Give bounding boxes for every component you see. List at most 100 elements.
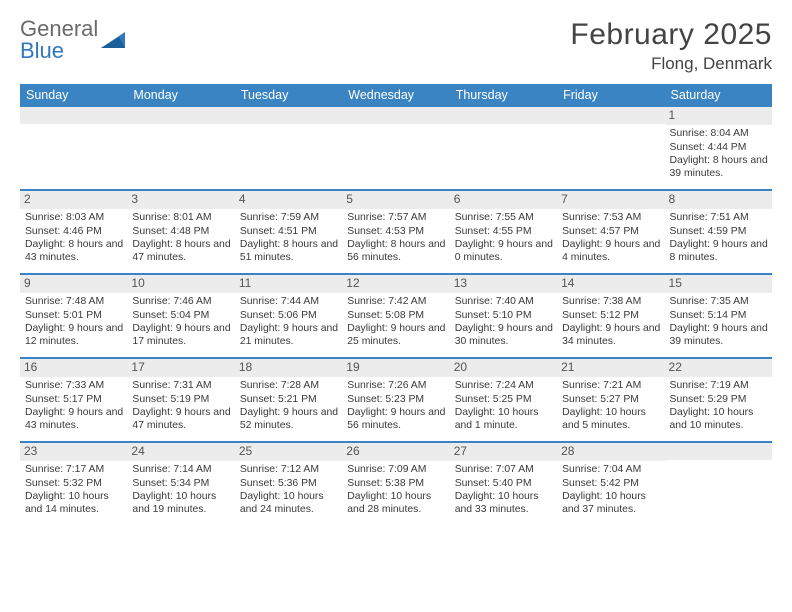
brand-triangle-icon: [101, 30, 127, 50]
daylight-text: Daylight: 9 hours and 39 minutes.: [670, 322, 768, 349]
sunrise-text: Sunrise: 7:26 AM: [347, 379, 445, 392]
daylight-text: Daylight: 10 hours and 33 minutes.: [455, 490, 553, 517]
weekday-header: Thursday: [450, 84, 557, 107]
sunrise-text: Sunrise: 7:19 AM: [670, 379, 768, 392]
day-number: 22: [665, 359, 772, 377]
sunset-text: Sunset: 4:55 PM: [455, 225, 553, 238]
daylight-text: Daylight: 10 hours and 19 minutes.: [132, 490, 230, 517]
day-number: 26: [342, 443, 449, 461]
daylight-text: Daylight: 9 hours and 52 minutes.: [240, 406, 338, 433]
calendar-cell: 11Sunrise: 7:44 AMSunset: 5:06 PMDayligh…: [235, 275, 342, 357]
header: General Blue February 2025 Flong, Denmar…: [20, 18, 772, 74]
sunset-text: Sunset: 5:27 PM: [562, 393, 660, 406]
calendar-cell: 14Sunrise: 7:38 AMSunset: 5:12 PMDayligh…: [557, 275, 664, 357]
calendar-cell: 6Sunrise: 7:55 AMSunset: 4:55 PMDaylight…: [450, 191, 557, 273]
sunrise-text: Sunrise: 7:55 AM: [455, 211, 553, 224]
calendar-cell: 27Sunrise: 7:07 AMSunset: 5:40 PMDayligh…: [450, 443, 557, 525]
calendar-week: 16Sunrise: 7:33 AMSunset: 5:17 PMDayligh…: [20, 357, 772, 441]
sunrise-text: Sunrise: 7:35 AM: [670, 295, 768, 308]
daylight-text: Daylight: 10 hours and 24 minutes.: [240, 490, 338, 517]
sunset-text: Sunset: 4:59 PM: [670, 225, 768, 238]
calendar-cell: 13Sunrise: 7:40 AMSunset: 5:10 PMDayligh…: [450, 275, 557, 357]
calendar-cell-empty: [450, 107, 557, 189]
daylight-text: Daylight: 9 hours and 47 minutes.: [132, 406, 230, 433]
calendar-cell: 7Sunrise: 7:53 AMSunset: 4:57 PMDaylight…: [557, 191, 664, 273]
day-number: 1: [665, 107, 772, 125]
day-number: 7: [557, 191, 664, 209]
sunrise-text: Sunrise: 7:42 AM: [347, 295, 445, 308]
day-number: 17: [127, 359, 234, 377]
calendar-week: 1Sunrise: 8:04 AMSunset: 4:44 PMDaylight…: [20, 107, 772, 189]
day-number: 9: [20, 275, 127, 293]
day-number: 4: [235, 191, 342, 209]
calendar-cell: 20Sunrise: 7:24 AMSunset: 5:25 PMDayligh…: [450, 359, 557, 441]
day-number: [127, 107, 234, 124]
sunset-text: Sunset: 5:38 PM: [347, 477, 445, 490]
sunset-text: Sunset: 4:53 PM: [347, 225, 445, 238]
calendar-cell: 5Sunrise: 7:57 AMSunset: 4:53 PMDaylight…: [342, 191, 449, 273]
calendar-cell: 10Sunrise: 7:46 AMSunset: 5:04 PMDayligh…: [127, 275, 234, 357]
month-title: February 2025: [570, 18, 772, 52]
daylight-text: Daylight: 9 hours and 43 minutes.: [25, 406, 123, 433]
sunset-text: Sunset: 5:01 PM: [25, 309, 123, 322]
day-number: 14: [557, 275, 664, 293]
sunset-text: Sunset: 5:23 PM: [347, 393, 445, 406]
calendar-cell: 8Sunrise: 7:51 AMSunset: 4:59 PMDaylight…: [665, 191, 772, 273]
daylight-text: Daylight: 8 hours and 47 minutes.: [132, 238, 230, 265]
weekday-header-row: Sunday Monday Tuesday Wednesday Thursday…: [20, 84, 772, 107]
day-number: 25: [235, 443, 342, 461]
daylight-text: Daylight: 8 hours and 39 minutes.: [670, 154, 768, 181]
sunrise-text: Sunrise: 8:04 AM: [670, 127, 768, 140]
sunrise-text: Sunrise: 7:46 AM: [132, 295, 230, 308]
day-number: 3: [127, 191, 234, 209]
weekday-header: Wednesday: [342, 84, 449, 107]
day-number: 15: [665, 275, 772, 293]
sunset-text: Sunset: 4:46 PM: [25, 225, 123, 238]
daylight-text: Daylight: 9 hours and 17 minutes.: [132, 322, 230, 349]
daylight-text: Daylight: 9 hours and 30 minutes.: [455, 322, 553, 349]
sunrise-text: Sunrise: 8:01 AM: [132, 211, 230, 224]
sunrise-text: Sunrise: 7:07 AM: [455, 463, 553, 476]
sunrise-text: Sunrise: 7:17 AM: [25, 463, 123, 476]
calendar-cell: 25Sunrise: 7:12 AMSunset: 5:36 PMDayligh…: [235, 443, 342, 525]
sunrise-text: Sunrise: 7:57 AM: [347, 211, 445, 224]
day-number: 24: [127, 443, 234, 461]
daylight-text: Daylight: 10 hours and 5 minutes.: [562, 406, 660, 433]
calendar-cell-empty: [127, 107, 234, 189]
location-label: Flong, Denmark: [570, 54, 772, 74]
calendar-cell: 9Sunrise: 7:48 AMSunset: 5:01 PMDaylight…: [20, 275, 127, 357]
calendar-cell: 12Sunrise: 7:42 AMSunset: 5:08 PMDayligh…: [342, 275, 449, 357]
sunrise-text: Sunrise: 7:44 AM: [240, 295, 338, 308]
sunrise-text: Sunrise: 7:14 AM: [132, 463, 230, 476]
daylight-text: Daylight: 10 hours and 10 minutes.: [670, 406, 768, 433]
daylight-text: Daylight: 9 hours and 56 minutes.: [347, 406, 445, 433]
sunset-text: Sunset: 5:14 PM: [670, 309, 768, 322]
sunset-text: Sunset: 5:32 PM: [25, 477, 123, 490]
calendar-cell: 23Sunrise: 7:17 AMSunset: 5:32 PMDayligh…: [20, 443, 127, 525]
sunset-text: Sunset: 5:17 PM: [25, 393, 123, 406]
brand-logo: General Blue: [20, 18, 127, 62]
daylight-text: Daylight: 9 hours and 0 minutes.: [455, 238, 553, 265]
daylight-text: Daylight: 9 hours and 8 minutes.: [670, 238, 768, 265]
day-number: [557, 107, 664, 124]
sunrise-text: Sunrise: 7:33 AM: [25, 379, 123, 392]
sunrise-text: Sunrise: 7:40 AM: [455, 295, 553, 308]
calendar: Sunday Monday Tuesday Wednesday Thursday…: [20, 84, 772, 525]
day-number: 20: [450, 359, 557, 377]
day-number: 16: [20, 359, 127, 377]
sunrise-text: Sunrise: 7:51 AM: [670, 211, 768, 224]
calendar-cell: 21Sunrise: 7:21 AMSunset: 5:27 PMDayligh…: [557, 359, 664, 441]
weekday-header: Friday: [557, 84, 664, 107]
day-number: 11: [235, 275, 342, 293]
daylight-text: Daylight: 10 hours and 14 minutes.: [25, 490, 123, 517]
sunset-text: Sunset: 5:42 PM: [562, 477, 660, 490]
day-number: [665, 443, 772, 460]
day-number: [342, 107, 449, 124]
day-number: [235, 107, 342, 124]
sunset-text: Sunset: 5:29 PM: [670, 393, 768, 406]
calendar-week: 2Sunrise: 8:03 AMSunset: 4:46 PMDaylight…: [20, 189, 772, 273]
calendar-cell-empty: [342, 107, 449, 189]
sunset-text: Sunset: 4:57 PM: [562, 225, 660, 238]
daylight-text: Daylight: 8 hours and 56 minutes.: [347, 238, 445, 265]
day-number: 19: [342, 359, 449, 377]
